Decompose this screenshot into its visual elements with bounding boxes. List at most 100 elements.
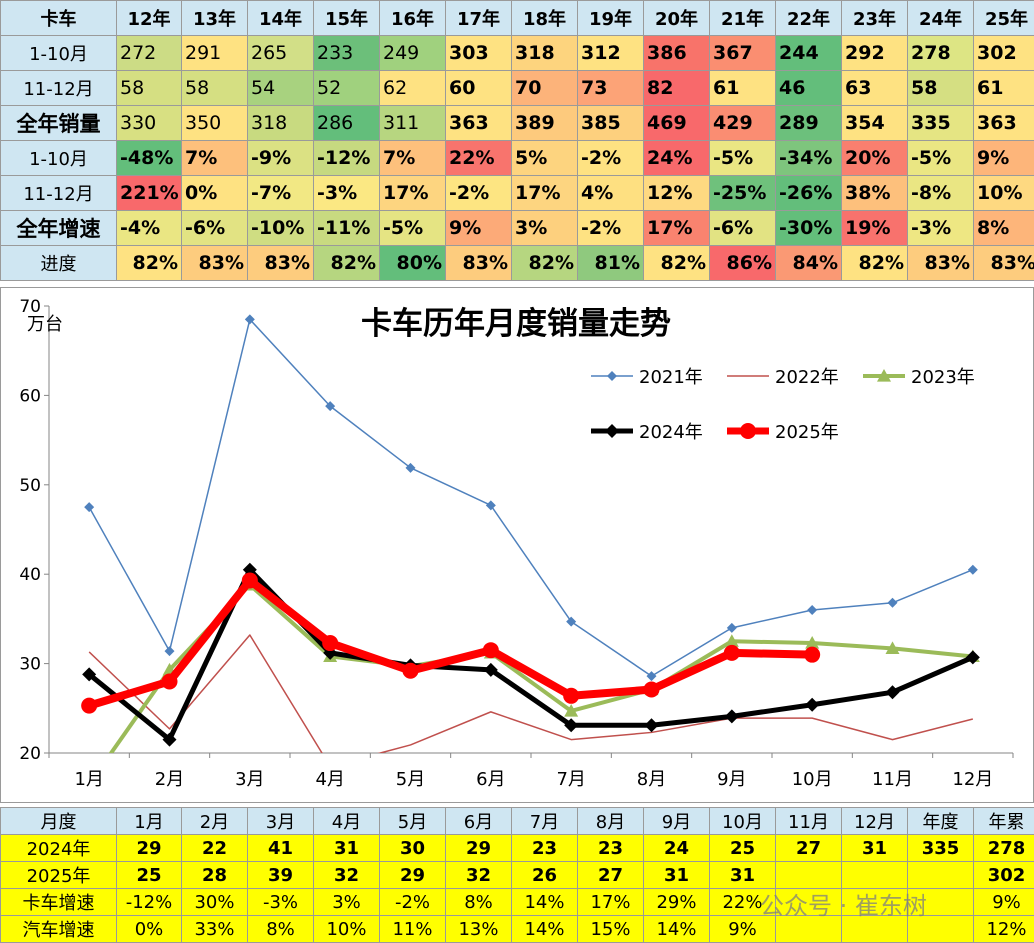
summary-cell: 82% [644, 246, 710, 281]
legend-label: 2025年 [775, 422, 839, 443]
summary-cell: 82 [644, 71, 710, 106]
monthly-cell: 31 [314, 835, 380, 862]
monthly-cell: 32 [446, 862, 512, 889]
year-header: 22年 [776, 1, 842, 36]
y-tick-label: 40 [19, 565, 41, 585]
monthly-header-cell: 2月 [182, 808, 248, 835]
data-point [84, 502, 94, 512]
summary-cell: -12% [314, 141, 380, 176]
data-point [645, 718, 659, 732]
summary-cell: -5% [380, 211, 446, 246]
monthly-cell: 30% [182, 889, 248, 916]
summary-cell: 22% [446, 141, 512, 176]
summary-cell: 386 [644, 36, 710, 71]
summary-cell: 350 [182, 106, 248, 141]
data-point [886, 685, 900, 699]
monthly-cell: 26 [512, 862, 578, 889]
monthly-cell: 14% [512, 889, 578, 916]
x-tick-label: 6月 [476, 769, 505, 790]
summary-cell: -2% [578, 141, 644, 176]
summary-cell: 363 [446, 106, 512, 141]
summary-cell: 82% [512, 246, 578, 281]
summary-cell: 62 [380, 71, 446, 106]
year-header: 17年 [446, 1, 512, 36]
summary-cell: 312 [578, 36, 644, 71]
data-point [807, 605, 817, 615]
summary-cell: 81% [578, 246, 644, 281]
monthly-header-cell: 10月 [710, 808, 776, 835]
monthly-header-cell: 12月 [842, 808, 908, 835]
monthly-cell: 10% [314, 916, 380, 943]
monthly-cell: 8% [248, 916, 314, 943]
x-tick-label: 4月 [315, 769, 344, 790]
monthly-cell [776, 862, 842, 889]
monthly-cell: 15% [578, 916, 644, 943]
monthly-cell: -3% [248, 889, 314, 916]
y-tick-label: 50 [19, 476, 41, 496]
summary-cell: 385 [578, 106, 644, 141]
x-tick-label: 2月 [155, 769, 184, 790]
summary-cell: 389 [512, 106, 578, 141]
monthly-cell: -2% [380, 889, 446, 916]
year-header: 18年 [512, 1, 578, 36]
x-tick-label: 10月 [792, 769, 833, 790]
summary-cell: 52 [314, 71, 380, 106]
x-tick-label: 3月 [235, 769, 264, 790]
summary-cell: 4% [578, 176, 644, 211]
summary-cell: 8% [974, 211, 1034, 246]
monthly-cell: 17% [578, 889, 644, 916]
summary-cell: 58 [117, 71, 182, 106]
summary-cell: 12% [644, 176, 710, 211]
data-point [81, 698, 97, 714]
summary-cell: -3% [314, 176, 380, 211]
monthly-header-cell: 8月 [578, 808, 644, 835]
data-point [740, 423, 756, 439]
watermark: 公众号 · 崔东树 [760, 886, 927, 921]
data-point [483, 642, 499, 658]
monthly-cell: 23 [578, 835, 644, 862]
data-point [605, 424, 619, 438]
data-point [165, 646, 175, 656]
summary-cell: 9% [446, 211, 512, 246]
summary-cell: -8% [908, 176, 974, 211]
y-tick-label: 30 [19, 655, 41, 675]
summary-cell: -48% [117, 141, 182, 176]
monthly-cell: 25 [710, 835, 776, 862]
x-tick-label: 8月 [637, 769, 666, 790]
monthly-cell: 32 [314, 862, 380, 889]
summary-cell: 10% [974, 176, 1034, 211]
year-header: 13年 [182, 1, 248, 36]
x-tick-label: 11月 [872, 769, 913, 790]
summary-cell: 0% [182, 176, 248, 211]
x-tick-label: 5月 [396, 769, 425, 790]
summary-row-label: 11-12月 [1, 71, 117, 106]
summary-cell: 83% [248, 246, 314, 281]
data-point [563, 688, 579, 704]
summary-cell: 46 [776, 71, 842, 106]
legend-label: 2023年 [911, 367, 975, 388]
summary-cell: 19% [842, 211, 908, 246]
data-point [727, 623, 737, 633]
monthly-cell: 29% [644, 889, 710, 916]
monthly-cell: 27 [578, 862, 644, 889]
monthly-header-cell: 3月 [248, 808, 314, 835]
summary-cell: 82% [842, 246, 908, 281]
monthly-cell: 29 [380, 862, 446, 889]
summary-cell: 38% [842, 176, 908, 211]
summary-cell: 24% [644, 141, 710, 176]
monthly-cell: 278 [974, 835, 1034, 862]
data-point [322, 635, 338, 651]
monthly-row-label: 2025年 [1, 862, 117, 889]
legend-item: 2025年 [727, 422, 839, 443]
monthly-cell [842, 862, 908, 889]
summary-cell: 7% [182, 141, 248, 176]
summary-corner: 卡车 [1, 1, 117, 36]
legend-label: 2021年 [639, 367, 703, 388]
monthly-cell: 28 [182, 862, 248, 889]
summary-cell: 291 [182, 36, 248, 71]
year-header: 23年 [842, 1, 908, 36]
monthly-cell: 31 [644, 862, 710, 889]
